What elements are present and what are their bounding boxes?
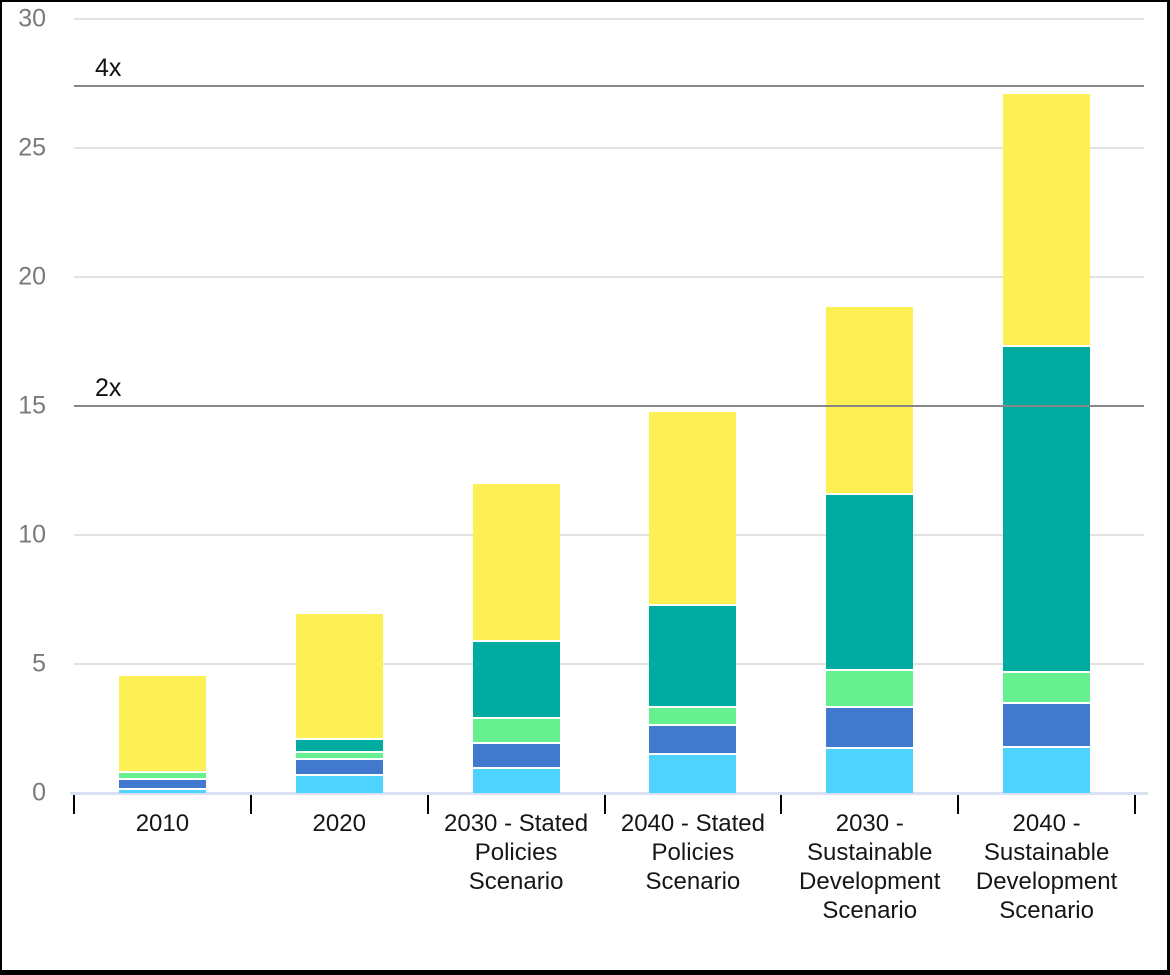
x-axis-tick — [426, 795, 429, 814]
x-axis-category-label: 2040 - Stated Policies Scenario — [620, 810, 765, 895]
bar-column — [1003, 19, 1091, 793]
x-axis-tick — [957, 795, 960, 814]
y-axis-tick-label: 15 — [18, 391, 46, 420]
bar-segment-light-green — [295, 753, 383, 759]
bar-segment-teal — [295, 739, 383, 752]
bar-column — [472, 19, 560, 793]
bar-segment-blue — [649, 726, 737, 754]
x-axis-labels: 2010 2020 2030 - Stated Policies Scenario 2… — [74, 809, 1144, 949]
reference-line-label: 2x — [95, 374, 122, 402]
reference-line-4x — [74, 85, 1144, 88]
y-axis-tick-label: 25 — [18, 133, 46, 162]
bar-segment-light-green — [472, 719, 560, 743]
y-axis-tick-label: 30 — [18, 4, 46, 33]
x-axis-category-label: 2020 — [312, 810, 366, 837]
plot-area: 2x 4x — [70, 18, 1148, 814]
bar-segment-light-blue — [118, 789, 206, 793]
bar-segment-light-blue — [826, 749, 914, 793]
bar-segment-light-blue — [472, 769, 560, 793]
x-axis-category-label: 2030 - Stated Policies Scenario — [444, 810, 589, 895]
bar-segment-yellow — [649, 411, 737, 605]
bar-segment-blue — [472, 744, 560, 768]
bar-segment-yellow — [118, 676, 206, 772]
y-axis-tick-label: 20 — [18, 262, 46, 291]
bar-segment-yellow — [472, 484, 560, 641]
bar-segment-light-blue — [1003, 747, 1091, 793]
gridline-25 — [74, 147, 1144, 149]
y-axis: 0 5 10 15 20 25 30 — [2, 5, 48, 807]
x-axis-tick — [1134, 795, 1136, 814]
reference-line-label: 4x — [95, 54, 122, 83]
y-axis-tick-label: 10 — [18, 520, 46, 549]
x-axis-category-label: 2030 - Sustainable Development Scenario — [799, 810, 941, 924]
x-axis-tick — [73, 795, 75, 814]
bar-segment-blue — [295, 760, 383, 774]
bar-segment-blue — [118, 779, 206, 788]
bar-segment-light-green — [826, 670, 914, 707]
bar-segment-light-blue — [295, 775, 383, 793]
bar-segment-teal — [649, 606, 737, 706]
x-axis-category-label: 2010 — [135, 810, 190, 837]
bar-column — [826, 19, 914, 793]
bar-column — [649, 19, 737, 793]
bar-segment-yellow — [826, 306, 914, 493]
bar-segment-light-green — [118, 773, 206, 778]
bar-segment-blue — [1003, 703, 1091, 746]
x-axis-category-label: 2040 - Sustainable Development Scenario — [975, 810, 1118, 924]
bar-segment-teal — [826, 494, 914, 669]
x-axis-tick — [603, 795, 606, 814]
bar-segment-yellow — [295, 614, 383, 738]
gridline-20 — [74, 276, 1144, 278]
bar-segment-blue — [826, 708, 914, 748]
bar-segment-teal — [1003, 347, 1091, 671]
gridline-30 — [74, 18, 1144, 20]
gridline-10 — [74, 534, 1144, 536]
bar-segment-light-blue — [649, 755, 737, 793]
x-axis-tick — [780, 795, 783, 814]
bar-segment-yellow — [1003, 94, 1091, 346]
bar-column — [118, 19, 206, 793]
gridline-5 — [74, 663, 1144, 665]
y-axis-tick-label: 0 — [32, 778, 46, 807]
x-axis-line — [70, 792, 1148, 795]
bar-segment-light-green — [649, 707, 737, 725]
y-axis-tick-label: 5 — [32, 649, 46, 678]
bar-segment-teal — [472, 642, 560, 718]
reference-line-2x — [74, 405, 1144, 407]
bar-column — [295, 19, 383, 793]
bar-segment-light-green — [1003, 672, 1091, 702]
x-axis-tick — [249, 795, 252, 814]
